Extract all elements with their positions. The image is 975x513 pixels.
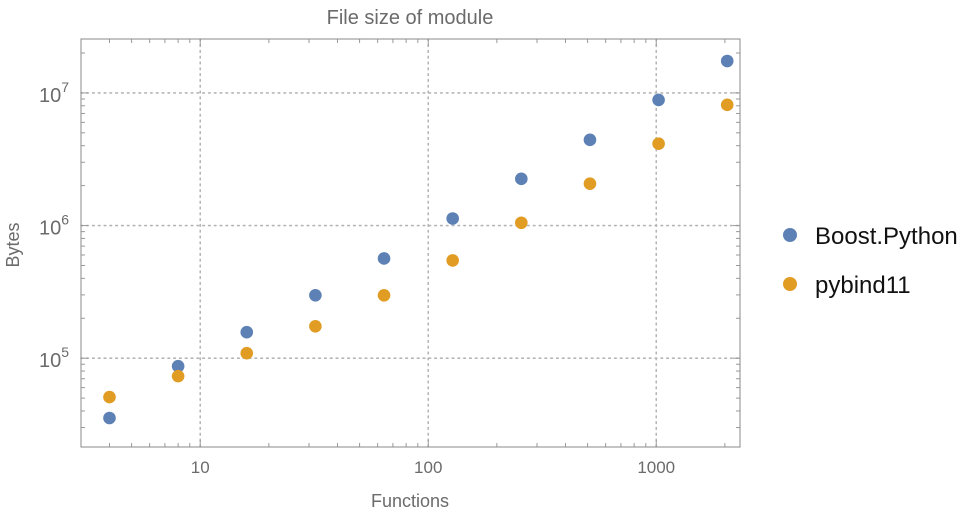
- data-point-pybind11: [103, 390, 116, 404]
- x-tick-label: 10: [191, 458, 210, 477]
- y-axis-label: Bytes: [3, 222, 23, 267]
- y-tick-label: 107: [39, 79, 69, 107]
- data-point-pybind11: [377, 288, 391, 302]
- chart-title: File size of module: [327, 7, 494, 29]
- points: [103, 54, 734, 425]
- data-point-boost-python: [309, 288, 322, 302]
- legend-marker: [783, 277, 797, 291]
- data-point-boost-python: [583, 133, 597, 147]
- data-point-pybind11: [446, 254, 459, 267]
- data-point-boost-python: [377, 252, 391, 265]
- data-point-boost-python: [103, 411, 116, 425]
- y-tick-label: 106: [39, 212, 69, 240]
- data-point-pybind11: [652, 137, 665, 151]
- data-point-boost-python: [515, 172, 528, 186]
- data-point-boost-python: [171, 359, 185, 373]
- data-point-boost-python: [720, 54, 734, 68]
- legend-label: pybind11: [815, 272, 911, 299]
- legend-marker: [783, 228, 797, 242]
- ticks: [80, 39, 740, 447]
- plot-frame: [80, 38, 741, 448]
- data-point-pybind11: [583, 177, 597, 190]
- data-point-boost-python: [446, 212, 459, 225]
- legend: Boost.Python pybind11: [783, 223, 958, 299]
- grid: [80, 38, 741, 448]
- data-point-boost-python: [240, 325, 254, 339]
- y-tick-label: 105: [39, 344, 69, 372]
- data-point-pybind11: [515, 216, 528, 230]
- data-point-boost-python: [652, 93, 665, 107]
- data-point-pybind11: [240, 346, 254, 360]
- x-tick-label: 1000: [637, 458, 675, 477]
- data-point-pybind11: [171, 369, 185, 383]
- data-point-pybind11: [309, 319, 322, 333]
- x-tick-label: 100: [414, 458, 442, 477]
- legend-label: Boost.Python: [815, 223, 958, 250]
- data-point-pybind11: [720, 98, 734, 112]
- x-axis-label: Functions: [371, 491, 449, 511]
